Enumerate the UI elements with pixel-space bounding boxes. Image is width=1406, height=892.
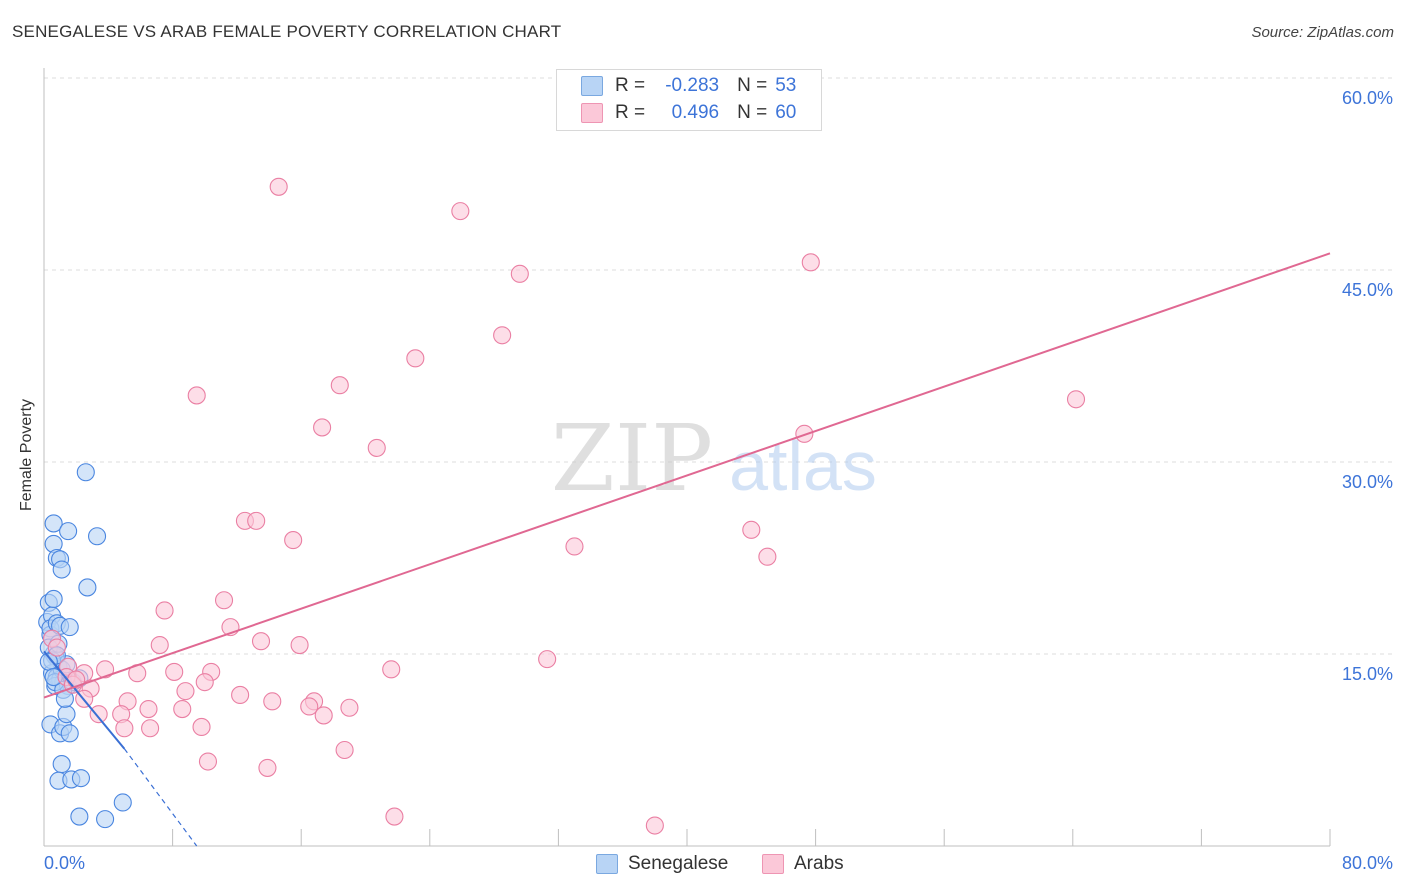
senegalese-point [78, 578, 97, 597]
arabs-point [451, 202, 470, 221]
senegalese-point [44, 589, 63, 609]
senegalese-point [52, 560, 71, 579]
senegalese-point [70, 807, 89, 826]
arabs-point [155, 601, 174, 620]
axis-layer [43, 68, 1331, 847]
bottom-legend-arabs: Arabs [762, 852, 844, 876]
arabs-point [801, 253, 820, 272]
senegalese-point [71, 769, 91, 788]
n-label: N = [737, 75, 768, 96]
arabs-point [198, 752, 218, 771]
senegalese-point [96, 810, 115, 829]
arabs-point [258, 758, 277, 777]
source-label: Source: ZipAtlas.com [1251, 24, 1394, 41]
arabs-point [251, 632, 271, 651]
arabs-point [385, 807, 404, 826]
senegalese-swatch [581, 76, 603, 96]
arabs-point [192, 717, 211, 737]
arabs-point [231, 685, 250, 705]
senegalese-point [87, 527, 107, 546]
arabs-point [176, 682, 195, 701]
arabs-trend-line [43, 252, 1331, 699]
arabs-point [165, 662, 184, 681]
arabs-legend-label: Arabs [794, 853, 844, 874]
senegalese-point [60, 724, 79, 743]
senegalese-legend-label: Senegalese [628, 853, 729, 874]
arabs-point [406, 349, 425, 368]
r-label: R = [615, 102, 646, 123]
points-layer [38, 177, 1086, 835]
x-tick-label: 0.0% [44, 853, 85, 873]
arabs-point [330, 376, 349, 395]
senegalese-legend-swatch [596, 854, 618, 874]
bottom-legend-senegalese: Senegalese [596, 852, 728, 876]
senegalese-point [76, 463, 95, 482]
n-value: 53 [775, 75, 797, 96]
senegalese-trend-line [43, 650, 126, 750]
arabs-point [269, 177, 288, 196]
x-tick-label: 80.0% [1342, 853, 1393, 873]
arabs-point [300, 697, 319, 716]
arabs-point [247, 511, 266, 530]
tick-labels: 15.0% 30.0% 45.0% 60.0% 0.0% 80.0% [44, 88, 1393, 873]
arabs-point [367, 438, 386, 457]
arabs-point [1066, 390, 1086, 409]
y-tick-label: 45.0% [1342, 280, 1393, 300]
senegalese-point [57, 705, 76, 724]
arabs-point [510, 264, 529, 283]
senegalese-point [52, 755, 71, 774]
n-value: 60 [775, 102, 797, 123]
arabs-point [187, 386, 206, 405]
r-label: R = [615, 75, 646, 96]
r-value: 0.496 [671, 102, 720, 123]
trend-layer [43, 252, 1331, 847]
arabs-point [173, 699, 192, 719]
arabs-point [214, 591, 234, 610]
n-label: N = [737, 102, 768, 123]
senegalese-point [44, 514, 63, 533]
senegalese-point [59, 522, 78, 541]
y-tick-label: 15.0% [1342, 664, 1393, 684]
arabs-swatch [581, 103, 603, 123]
arabs-point [96, 660, 115, 679]
arabs-point [645, 816, 664, 835]
arabs-point [565, 537, 584, 556]
arabs-point [335, 740, 354, 760]
senegalese-trend-extension [123, 748, 198, 847]
legend-row-arabs: R = 0.496 N = 60 [581, 101, 796, 125]
arabs-point [313, 418, 332, 437]
correlation-legend: R = -0.283 N = 53 R = 0.496 N = 60 [556, 69, 822, 131]
watermark-zip: ZIP [551, 405, 713, 512]
arabs-point [150, 635, 169, 655]
arabs-point [290, 635, 309, 655]
legend-row-senegalese: R = -0.283 N = 53 [581, 74, 796, 98]
arabs-point [493, 326, 512, 345]
watermark: ZIP atlas [551, 405, 877, 512]
arabs-point [89, 705, 108, 724]
chart-title: SENEGALESE VS ARAB FEMALE POVERTY CORREL… [12, 22, 562, 41]
senegalese-point [113, 793, 132, 812]
arabs-point [340, 698, 359, 717]
arabs-point [538, 650, 557, 669]
y-tick-label: 30.0% [1342, 472, 1393, 492]
arabs-point [141, 719, 160, 738]
r-value: -0.283 [665, 75, 720, 96]
arabs-point [115, 719, 134, 738]
arabs-point [195, 673, 214, 692]
arabs-point [47, 638, 66, 657]
arabs-point [139, 699, 158, 719]
senegalese-point [60, 618, 79, 637]
grid-layer [44, 77, 1392, 655]
y-tick-label: 60.0% [1342, 88, 1393, 108]
arabs-point [263, 692, 282, 711]
arabs-legend-swatch [762, 854, 784, 874]
arabs-point [314, 706, 333, 725]
arabs-point [742, 520, 761, 539]
arabs-point [795, 424, 814, 443]
arabs-point [284, 531, 303, 550]
arabs-point [382, 660, 401, 679]
arabs-point [758, 547, 777, 566]
